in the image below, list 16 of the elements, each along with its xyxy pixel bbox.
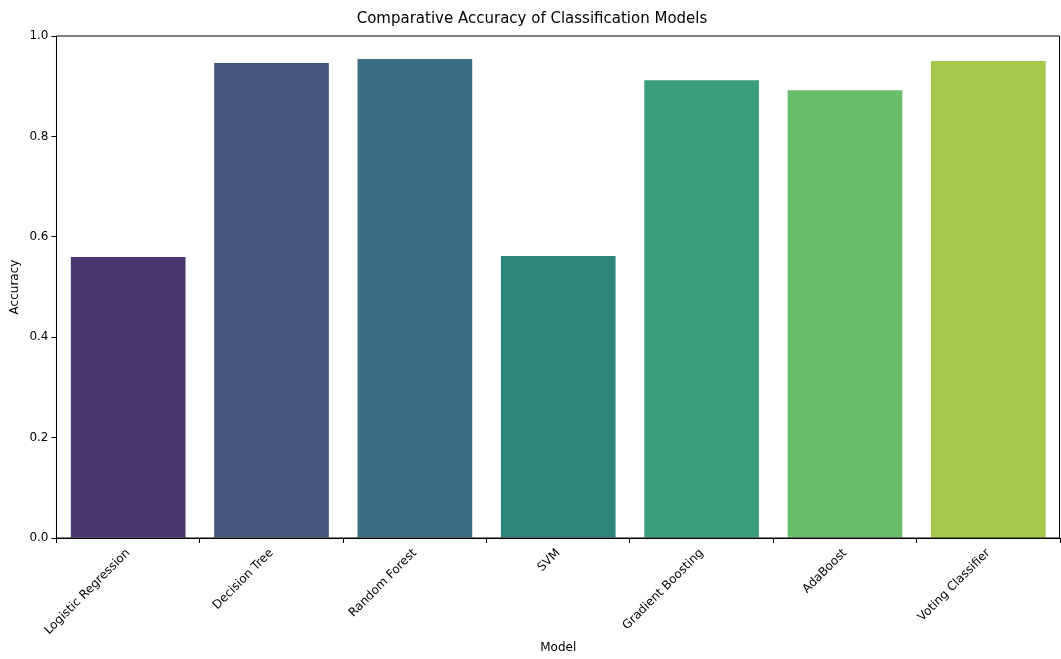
y-tick-label: 0.0 [29, 530, 49, 545]
bar [214, 63, 329, 538]
y-tick-label: 0.2 [29, 429, 49, 444]
bar [70, 256, 186, 538]
y-tick-label: 0.8 [29, 128, 49, 143]
y-axis-title: Accuracy [7, 259, 22, 315]
bar [644, 80, 759, 538]
y-tick-label: 0.4 [29, 329, 49, 344]
y-tick-label: 1.0 [29, 28, 49, 43]
bar [500, 255, 616, 538]
y-tick-label: 0.6 [29, 228, 49, 243]
chart-title: Comparative Accuracy of Classification Models [356, 8, 708, 27]
bar [787, 90, 903, 538]
x-axis-title: Model [540, 639, 577, 654]
bar [357, 59, 473, 538]
bar [930, 61, 1046, 538]
